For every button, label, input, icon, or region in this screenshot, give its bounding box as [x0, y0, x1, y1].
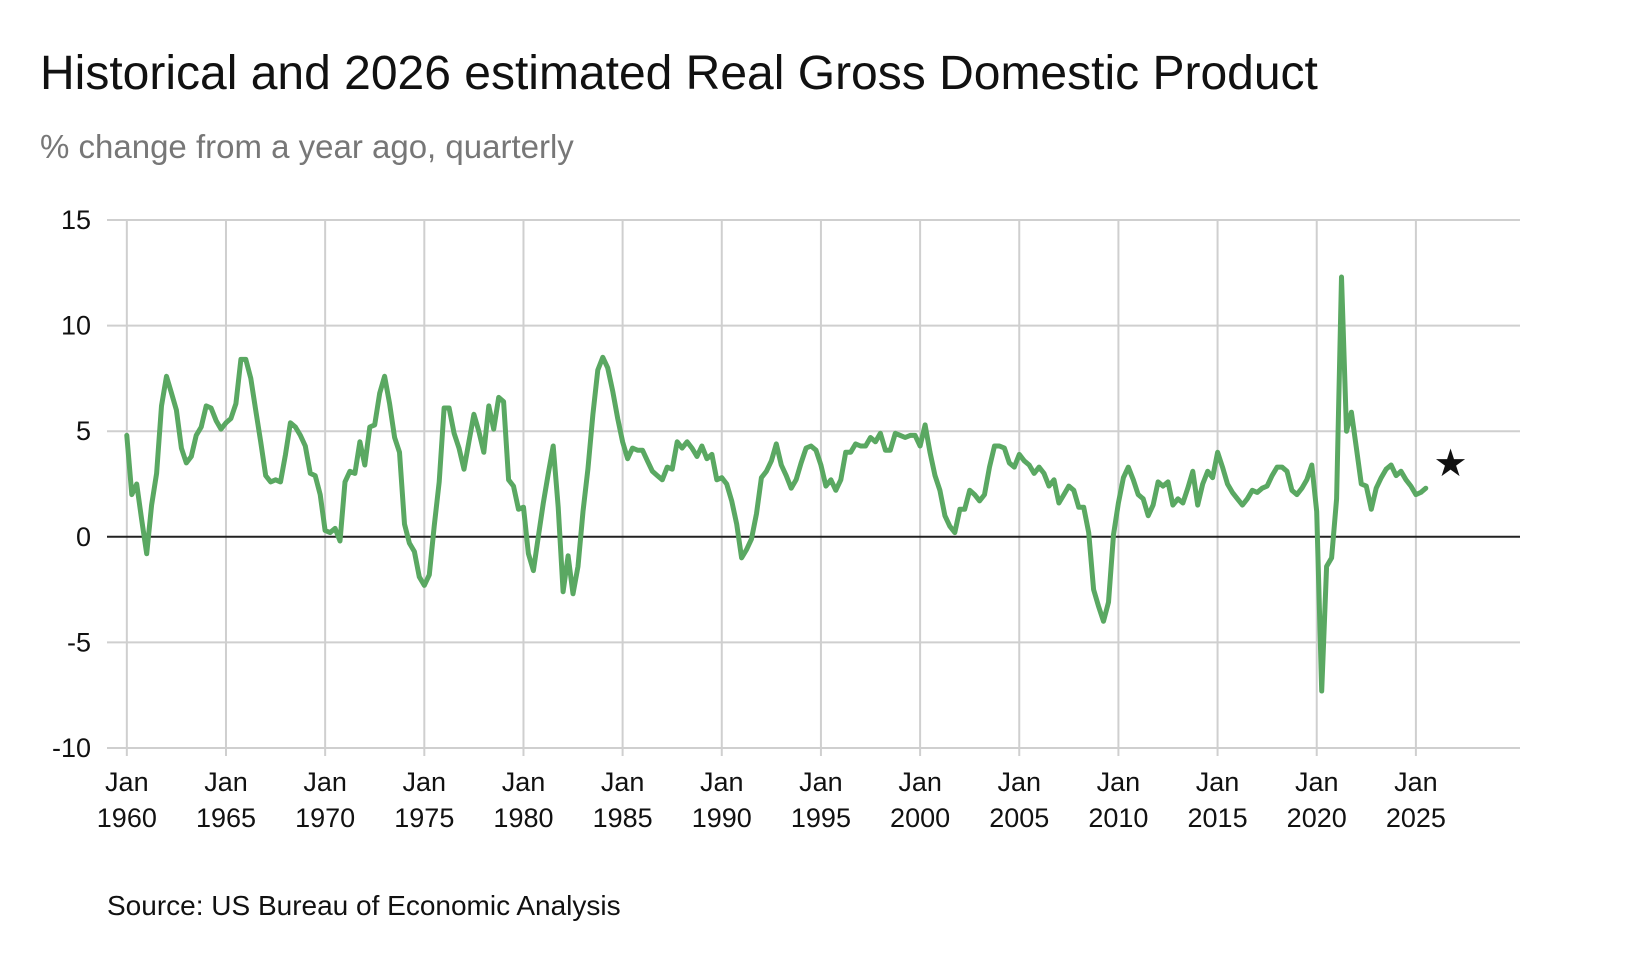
- source-note: Source: US Bureau of Economic Analysis: [107, 890, 621, 921]
- x-tick-label-year: 2005: [989, 803, 1049, 833]
- x-tick-label-month: Jan: [303, 767, 347, 797]
- x-tick-label-year: 2000: [890, 803, 950, 833]
- x-tick-label-month: Jan: [1295, 767, 1339, 797]
- x-tick-label-year: 1995: [791, 803, 851, 833]
- y-tick-label: 15: [61, 205, 91, 235]
- x-tick-label-month: Jan: [601, 767, 645, 797]
- x-tick-label-month: Jan: [1196, 767, 1240, 797]
- x-tick-label-month: Jan: [502, 767, 546, 797]
- gdp-series-line: [124, 274, 1429, 694]
- x-tick-label-month: Jan: [1097, 767, 1141, 797]
- x-tick-label-month: Jan: [105, 767, 149, 797]
- y-tick-label: 0: [76, 522, 91, 552]
- y-tick-label: 10: [61, 311, 91, 341]
- x-tick-label-year: 2020: [1287, 803, 1347, 833]
- x-tick-label-year: 2025: [1386, 803, 1446, 833]
- x-tick-label-year: 1985: [593, 803, 653, 833]
- x-tick-label-year: 2015: [1188, 803, 1248, 833]
- chart-subtitle: % change from a year ago, quarterly: [40, 128, 574, 165]
- x-tick-label-month: Jan: [700, 767, 744, 797]
- x-tick-label-year: 1965: [196, 803, 256, 833]
- grid: [107, 219, 1520, 756]
- x-tick-label-month: Jan: [403, 767, 447, 797]
- y-axis: 15 10 5 0 -5 -10: [52, 205, 91, 763]
- y-tick-label: -10: [52, 733, 91, 763]
- x-tick-label-month: Jan: [898, 767, 942, 797]
- chart-title: Historical and 2026 estimated Real Gross…: [40, 47, 1318, 100]
- x-tick-label-month: Jan: [799, 767, 843, 797]
- x-tick-label-year: 1975: [394, 803, 454, 833]
- series-layer: [124, 274, 1429, 694]
- x-tick-label-year: 1960: [97, 803, 157, 833]
- x-axis: Jan 1960 Jan 1965 Jan 1970 Jan 1975 Jan 1980 Jan 19…: [97, 767, 1446, 833]
- x-tick-label-year: 1970: [295, 803, 355, 833]
- y-tick-label: 5: [76, 416, 91, 446]
- x-tick-label-year: 1990: [692, 803, 752, 833]
- y-tick-label: -5: [67, 627, 91, 657]
- estimate-star-marker: ★: [1434, 441, 1468, 485]
- x-tick-label-month: Jan: [204, 767, 248, 797]
- marker-layer: ★: [1434, 441, 1468, 485]
- x-tick-label-month: Jan: [1394, 767, 1438, 797]
- x-tick-label-year: 1980: [493, 803, 553, 833]
- x-tick-label-year: 2010: [1088, 803, 1148, 833]
- x-tick-label-month: Jan: [997, 767, 1041, 797]
